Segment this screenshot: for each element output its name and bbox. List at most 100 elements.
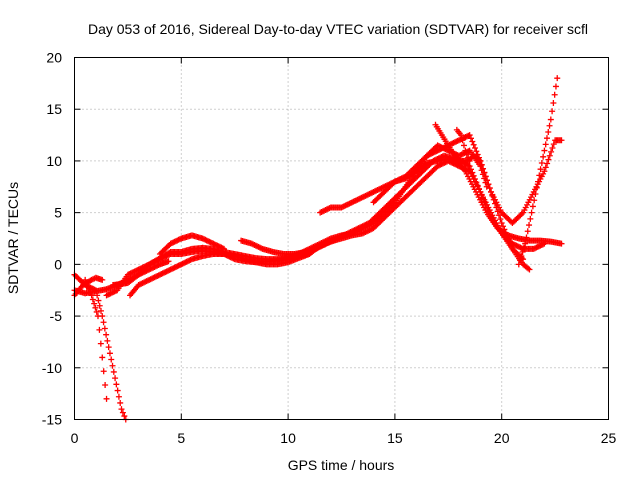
data-point-marker <box>99 276 106 283</box>
series-track-12 <box>432 121 533 273</box>
y-tick-label: 5 <box>54 205 62 221</box>
data-point-marker <box>533 184 540 191</box>
data-point-marker <box>481 169 488 176</box>
data-point-marker <box>110 368 117 375</box>
data-point-marker <box>488 188 495 195</box>
data-point-marker <box>94 313 101 320</box>
data-point-marker <box>96 302 103 309</box>
data-point-marker <box>531 197 538 204</box>
data-point-marker <box>496 212 503 219</box>
data-point-marker <box>117 399 124 406</box>
data-point-marker <box>165 258 172 265</box>
y-tick-label: 10 <box>46 153 62 169</box>
data-point-marker <box>558 137 565 144</box>
plot-frame <box>74 57 609 420</box>
series-track-14 <box>515 75 561 268</box>
data-point-marker <box>102 382 109 389</box>
data-point-marker <box>467 135 474 142</box>
chart-title: Day 053 of 2016, Sidereal Day-to-day VTE… <box>88 21 588 37</box>
data-point-marker <box>472 145 478 151</box>
data-point-marker <box>105 344 112 351</box>
data-point-marker <box>113 381 120 388</box>
data-point-marker <box>525 265 532 272</box>
data-point-marker <box>103 331 110 338</box>
data-point-marker <box>549 108 556 115</box>
data-point-marker <box>515 261 522 268</box>
data-point-marker <box>115 393 122 400</box>
x-tick-label: 10 <box>280 430 296 446</box>
data-point-marker <box>95 297 102 304</box>
data-point-marker <box>526 266 533 273</box>
data-point-marker <box>89 296 96 303</box>
data-point-marker <box>489 192 496 199</box>
data-point-marker <box>518 210 525 217</box>
x-tick-labels: 0 5 10 15 20 25 <box>71 430 617 446</box>
data-point-marker <box>541 147 548 154</box>
data-point-marker <box>465 154 472 161</box>
y-tick-label: -5 <box>50 308 63 324</box>
x-tick-label: 5 <box>177 430 185 446</box>
x-tick-label: 20 <box>494 430 510 446</box>
data-point-marker <box>118 406 125 413</box>
data-point-marker <box>522 240 529 247</box>
data-point-marker <box>536 172 543 179</box>
y-tick-labels: -15 -10 -5 0 5 10 15 20 <box>42 50 62 428</box>
series-track-3 <box>71 274 106 299</box>
data-point-marker <box>535 178 542 185</box>
data-point-marker <box>485 181 492 188</box>
x-axis-label: GPS time / hours <box>288 457 395 473</box>
data-point-marker <box>476 156 483 163</box>
data-point-marker <box>462 147 469 154</box>
data-point-marker <box>466 157 473 164</box>
data-point-marker <box>554 75 561 82</box>
series-track-5 <box>103 155 548 299</box>
data-point-marker <box>545 156 552 163</box>
data-point-marker <box>106 350 113 357</box>
data-point-marker <box>543 135 550 142</box>
data-point-marker <box>99 354 106 361</box>
data-point-marker <box>484 177 491 184</box>
data-point-marker <box>504 232 511 239</box>
series-track-11 <box>370 132 565 226</box>
data-point-marker <box>93 308 100 315</box>
data-point-marker <box>550 100 557 107</box>
data-point-marker <box>501 226 508 233</box>
data-point-marker <box>92 304 99 311</box>
data-point-marker <box>529 203 536 210</box>
x-tick-label: 0 <box>71 430 79 446</box>
data-point-marker <box>482 173 489 180</box>
data-point-marker <box>537 166 544 173</box>
data-point-marker <box>478 161 485 168</box>
data-point-marker <box>119 409 126 416</box>
data-point-marker <box>552 83 559 90</box>
data-point-marker <box>546 152 553 159</box>
data-point-marker <box>550 141 557 148</box>
data-point-marker <box>508 242 515 249</box>
data-point-marker <box>540 153 547 160</box>
data-point-marker <box>542 164 549 171</box>
data-point-marker <box>494 208 501 215</box>
data-point-marker <box>97 340 104 347</box>
data-point-marker <box>466 132 473 139</box>
data-point-marker <box>97 307 104 314</box>
data-point-marker <box>470 141 477 148</box>
y-tick-label: 0 <box>54 256 62 272</box>
data-point-marker <box>524 228 531 235</box>
data-point-marker <box>112 375 119 382</box>
data-point-marker <box>506 239 513 246</box>
data-point-marker <box>520 244 527 251</box>
data-point-marker <box>100 319 107 326</box>
data-point-marker <box>545 128 552 135</box>
data-point-marker <box>458 132 465 139</box>
data-point-marker <box>542 141 549 148</box>
data-point-marker <box>538 159 545 166</box>
series-track-13 <box>453 126 473 164</box>
data-point-marker <box>103 395 110 402</box>
series-track-6 <box>127 157 527 299</box>
data-point-marker <box>502 229 509 236</box>
data-point-marker <box>459 137 466 144</box>
data-point-marker <box>498 219 505 226</box>
series-track-7 <box>109 247 313 289</box>
data-point-marker <box>548 148 555 155</box>
data-point-marker <box>500 223 507 230</box>
